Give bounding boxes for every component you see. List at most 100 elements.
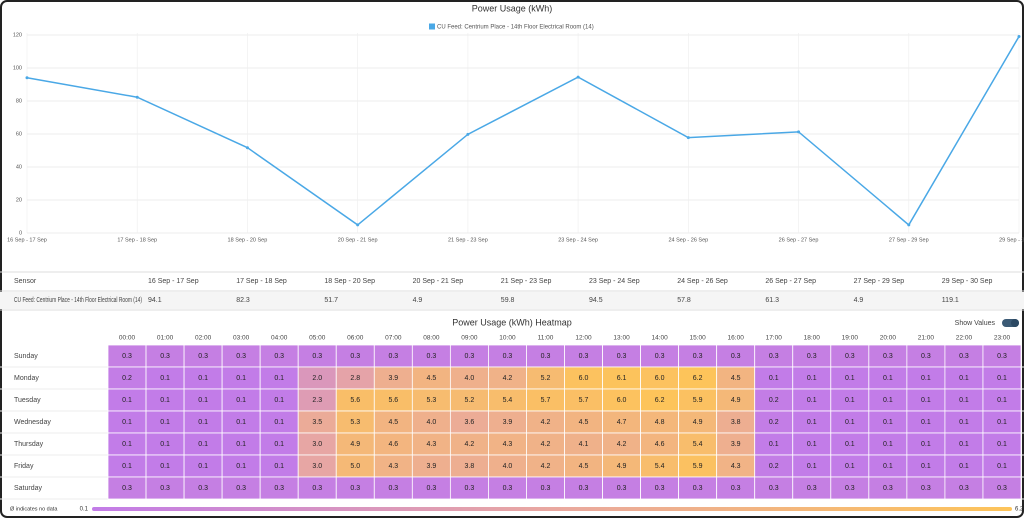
- cell-value: 0.1: [236, 419, 246, 426]
- cell-value: 6.0: [579, 375, 589, 382]
- cell-value: 5.2: [541, 375, 551, 382]
- hour-label: 15:00: [690, 335, 707, 342]
- point: [1017, 34, 1021, 38]
- y-tick-label: 60: [16, 131, 22, 137]
- cell-value: 4.1: [579, 441, 589, 448]
- hour-label: 14:00: [651, 335, 668, 342]
- cell-value: 0.1: [274, 397, 284, 404]
- cell-value: 0.1: [160, 441, 170, 448]
- hour-label: 01:00: [157, 335, 174, 342]
- cell-value: 0.3: [959, 485, 969, 492]
- cell-value: 6.0: [617, 397, 627, 404]
- cell-value: 0.1: [160, 419, 170, 426]
- x-tick-label: 24 Sep - 26 Sep: [668, 237, 708, 243]
- cell-value: 0.3: [921, 353, 931, 360]
- cell-value: 0.1: [122, 419, 132, 426]
- cell-value: 6.2: [693, 375, 703, 382]
- cell-value: 0.1: [997, 375, 1007, 382]
- cell-value: 5.3: [350, 419, 360, 426]
- cell-value: 0.3: [465, 353, 475, 360]
- cell-value: 0.1: [845, 463, 855, 470]
- table-header-date: 23 Sep - 24 Sep: [589, 278, 640, 285]
- hour-label: 10:00: [499, 335, 516, 342]
- cell-value: 0.3: [503, 353, 513, 360]
- cell-value: 0.3: [655, 485, 665, 492]
- cell-value: 4.0: [503, 463, 513, 470]
- cell-value: 0.1: [274, 441, 284, 448]
- colorbar-min: 0.1: [80, 507, 89, 513]
- day-label: Tuesday: [14, 397, 41, 404]
- cell-value: 4.5: [426, 375, 436, 382]
- cell-value: 0.1: [274, 419, 284, 426]
- cell-value: 5.9: [693, 463, 703, 470]
- point: [245, 146, 249, 150]
- toggle-knob[interactable]: [1011, 319, 1019, 327]
- hour-label: 06:00: [347, 335, 364, 342]
- x-tick-label: 18 Sep - 20 Sep: [228, 237, 268, 243]
- table-cell: 4.9: [413, 297, 423, 304]
- cell-value: 5.6: [350, 397, 360, 404]
- cell-value: 0.1: [921, 441, 931, 448]
- cell-value: 0.3: [426, 353, 436, 360]
- cell-value: 0.3: [388, 353, 398, 360]
- hour-label: 12:00: [575, 335, 592, 342]
- cell-value: 0.1: [921, 419, 931, 426]
- table-cell: 51.7: [324, 297, 338, 304]
- point: [135, 95, 139, 99]
- cell-value: 0.1: [274, 463, 284, 470]
- cell-value: 0.3: [312, 485, 322, 492]
- toggle[interactable]: [1002, 319, 1019, 327]
- point: [907, 223, 911, 227]
- cell-value: 4.8: [655, 419, 665, 426]
- cell-value: 3.9: [426, 463, 436, 470]
- cell-value: 4.2: [617, 441, 627, 448]
- cell-value: 0.3: [579, 485, 589, 492]
- y-tick-label: 40: [16, 164, 22, 170]
- cell-value: 4.9: [693, 419, 703, 426]
- y-tick-label: 80: [16, 98, 22, 104]
- day-label: Wednesday: [14, 419, 51, 426]
- cell-value: 0.3: [274, 353, 284, 360]
- x-tick-label: 26 Sep - 27 Sep: [779, 237, 819, 243]
- cell-value: 5.7: [541, 397, 551, 404]
- day-label: Friday: [14, 463, 34, 470]
- point: [356, 223, 360, 227]
- cell-value: 3.8: [465, 463, 475, 470]
- hour-label: 11:00: [538, 335, 554, 342]
- day-label: Monday: [14, 375, 39, 382]
- table-header-date: 29 Sep - 30 Sep: [942, 278, 993, 285]
- cell-value: 4.2: [503, 375, 513, 382]
- cell-value: 0.3: [465, 485, 475, 492]
- cell-value: 0.3: [883, 485, 893, 492]
- cell-value: 0.3: [274, 485, 284, 492]
- cell-value: 0.3: [236, 485, 246, 492]
- table-cell: 119.1: [942, 297, 959, 304]
- y-tick-label: 20: [16, 197, 22, 203]
- hour-label: 20:00: [880, 335, 897, 342]
- x-tick-label: 27 Sep - 29 Sep: [889, 237, 929, 243]
- cell-value: 0.3: [350, 485, 360, 492]
- cell-value: 0.3: [997, 353, 1007, 360]
- cell-value: 0.3: [693, 353, 703, 360]
- hour-label: 09:00: [461, 335, 478, 342]
- cell-value: 0.3: [541, 353, 551, 360]
- hour-label: 16:00: [728, 335, 745, 342]
- cell-value: 4.9: [731, 397, 741, 404]
- cell-value: 0.1: [236, 463, 246, 470]
- cell-value: 0.3: [579, 353, 589, 360]
- cell-value: 0.3: [236, 353, 246, 360]
- table-cell: 4.9: [854, 297, 864, 304]
- heatmap-title: Power Usage (kWh) Heatmap: [452, 317, 572, 327]
- cell-value: 0.3: [731, 485, 741, 492]
- cell-value: 0.3: [769, 353, 779, 360]
- cell-value: 6.2: [655, 397, 665, 404]
- cell-value: 4.3: [731, 463, 741, 470]
- cell-value: 0.1: [236, 375, 246, 382]
- line: [26, 36, 1020, 227]
- cell-value: 4.5: [579, 463, 589, 470]
- table-cell: 61.3: [765, 297, 779, 304]
- cell-value: 2.0: [312, 375, 322, 382]
- cell-value: 0.1: [198, 397, 208, 404]
- hour-label: 08:00: [423, 335, 440, 342]
- cell-value: 0.3: [807, 485, 817, 492]
